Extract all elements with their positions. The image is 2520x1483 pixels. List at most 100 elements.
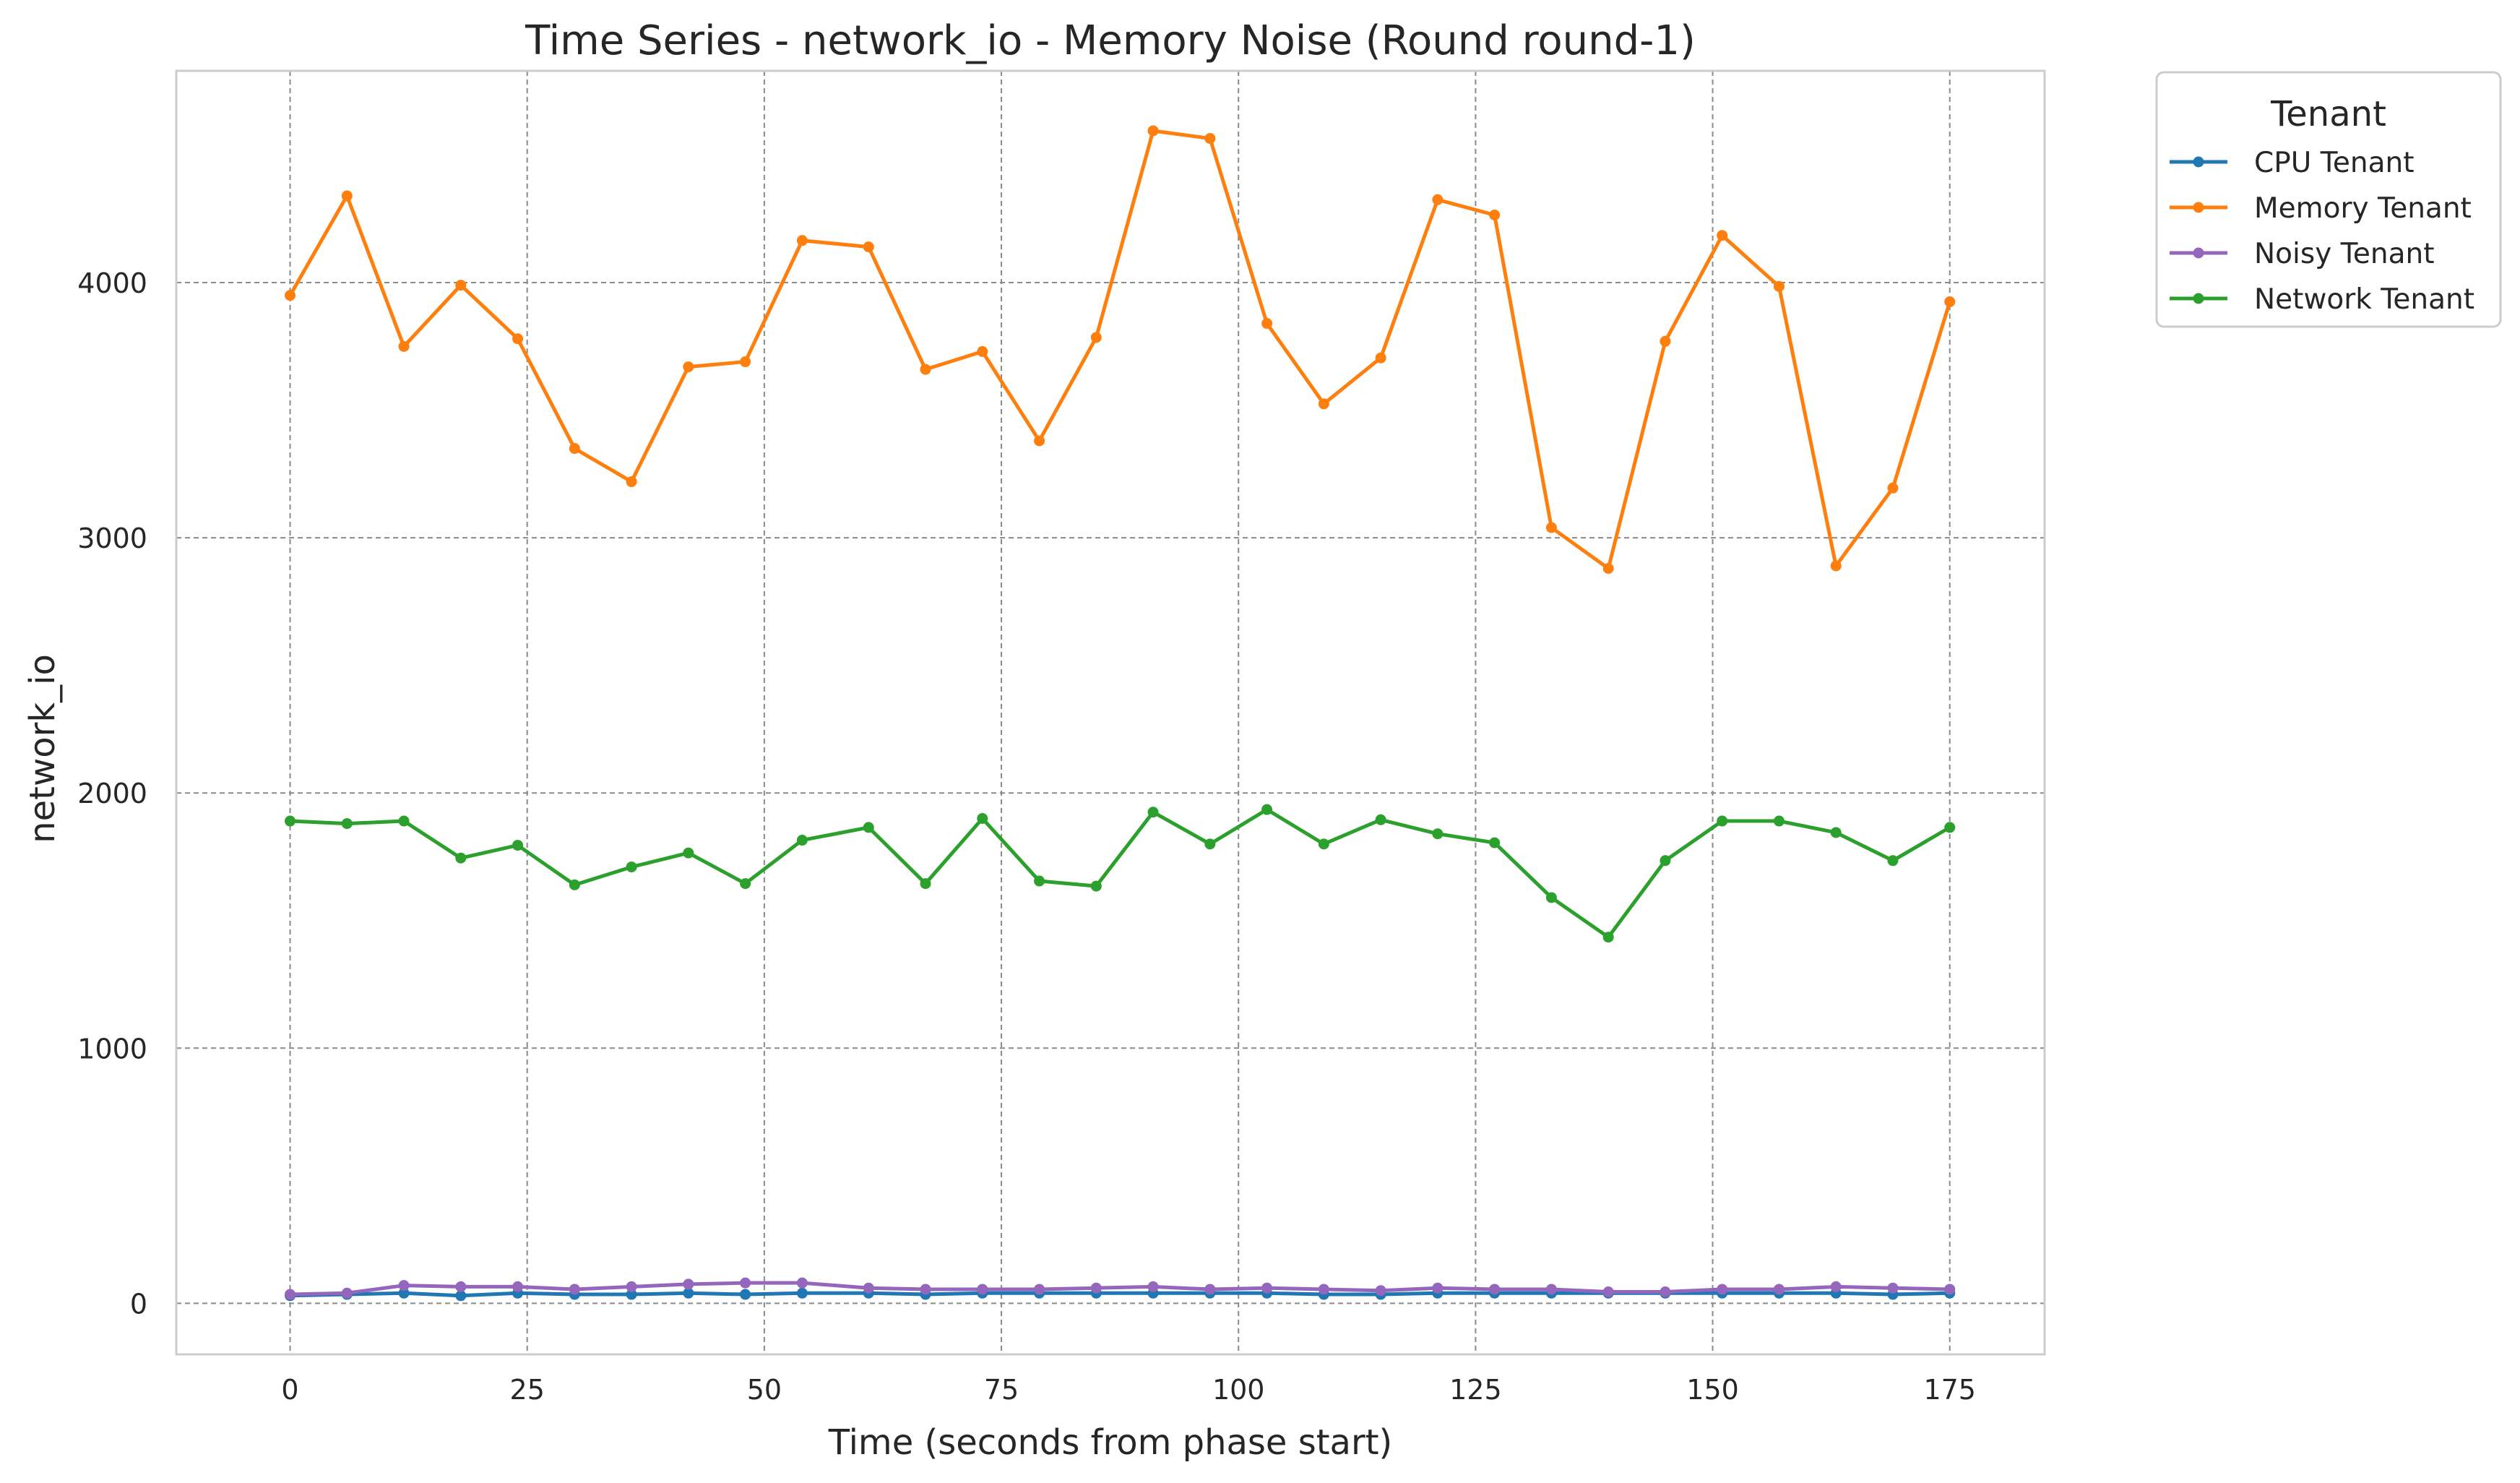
legend-entry-cpu-tenant: CPU Tenant xyxy=(2170,147,2415,179)
data-point-network-tenant xyxy=(341,818,353,830)
data-point-memory-tenant xyxy=(1204,133,1216,145)
data-point-noisy-tenant xyxy=(740,1277,751,1289)
data-point-noisy-tenant xyxy=(977,1284,988,1295)
plot-area-frame xyxy=(175,69,2046,1356)
data-point-memory-tenant xyxy=(1261,318,1273,330)
legend-entries: CPU Tenant Memory Tenant Noisy Tenant Netwo… xyxy=(2170,147,2474,316)
data-point-noisy-tenant xyxy=(1489,1284,1501,1295)
data-point-cpu-tenant xyxy=(455,1290,467,1302)
data-point-network-tenant xyxy=(1773,815,1785,827)
data-point-network-tenant xyxy=(920,878,931,890)
y-tick-label: 3000 xyxy=(77,523,147,554)
series-noisy-tenant xyxy=(285,1277,1956,1300)
series-line-noisy-tenant xyxy=(290,1281,1950,1297)
series-lines xyxy=(285,125,1956,1302)
data-point-network-tenant xyxy=(1261,804,1273,815)
data-point-network-tenant xyxy=(569,879,580,890)
data-point-memory-tenant xyxy=(1830,560,1842,572)
x-tick-label: 150 xyxy=(1686,1374,1739,1406)
data-point-noisy-tenant xyxy=(1375,1285,1386,1297)
data-point-noisy-tenant xyxy=(1261,1282,1273,1294)
data-point-noisy-tenant xyxy=(1204,1284,1216,1295)
y-axis-label: network_io xyxy=(22,654,63,843)
x-tick-label: 75 xyxy=(984,1374,1019,1406)
data-point-noisy-tenant xyxy=(1602,1286,1614,1297)
data-point-memory-tenant xyxy=(740,356,751,368)
data-point-network-tenant xyxy=(863,822,874,833)
data-point-memory-tenant xyxy=(398,340,410,352)
data-point-noisy-tenant xyxy=(1773,1284,1785,1295)
data-point-noisy-tenant xyxy=(1887,1282,1899,1294)
data-point-network-tenant xyxy=(1717,815,1728,827)
data-point-noisy-tenant xyxy=(569,1284,580,1295)
data-point-memory-tenant xyxy=(977,345,988,357)
data-point-network-tenant xyxy=(1944,822,1956,833)
legend-title: Tenant xyxy=(2270,94,2386,134)
data-point-noisy-tenant xyxy=(683,1278,694,1290)
data-point-memory-tenant xyxy=(863,241,874,253)
x-tick-label: 175 xyxy=(1923,1374,1976,1406)
data-point-memory-tenant xyxy=(285,290,296,301)
series-network-tenant xyxy=(285,804,1956,943)
data-point-network-tenant xyxy=(1432,828,1444,840)
legend-label: Memory Tenant xyxy=(2254,192,2472,225)
data-point-noisy-tenant xyxy=(1090,1282,1102,1294)
data-point-memory-tenant xyxy=(1944,296,1956,308)
data-point-noisy-tenant xyxy=(1717,1284,1728,1295)
data-point-memory-tenant xyxy=(683,361,694,373)
legend-marker xyxy=(2193,247,2204,259)
data-point-memory-tenant xyxy=(569,443,580,455)
data-point-noisy-tenant xyxy=(1660,1286,1671,1297)
data-point-network-tenant xyxy=(1602,932,1614,943)
legend: Tenant CPU Tenant Memory Tenant Noisy Tena… xyxy=(2155,71,2502,328)
data-point-noisy-tenant xyxy=(1318,1284,1329,1295)
x-tick-label: 50 xyxy=(747,1374,782,1406)
data-point-network-tenant xyxy=(1204,838,1216,850)
legend-box xyxy=(2155,71,2502,328)
legend-label: Network Tenant xyxy=(2254,283,2474,316)
data-point-memory-tenant xyxy=(1887,482,1899,494)
data-point-memory-tenant xyxy=(1545,522,1557,533)
x-tick-label: 100 xyxy=(1212,1374,1265,1406)
data-point-network-tenant xyxy=(1090,880,1102,892)
data-point-cpu-tenant xyxy=(626,1289,637,1300)
y-tick-label: 2000 xyxy=(77,778,147,809)
legend-entry-noisy-tenant: Noisy Tenant xyxy=(2170,238,2434,270)
data-point-memory-tenant xyxy=(1147,125,1159,137)
data-point-network-tenant xyxy=(626,861,637,873)
data-point-memory-tenant xyxy=(920,364,931,375)
series-memory-tenant xyxy=(285,125,1956,575)
data-point-noisy-tenant xyxy=(341,1287,353,1299)
series-line-network-tenant xyxy=(290,807,1951,940)
x-tick-label: 0 xyxy=(281,1374,298,1406)
legend-label: Noisy Tenant xyxy=(2254,238,2434,270)
data-point-network-tenant xyxy=(796,835,808,846)
data-point-noisy-tenant xyxy=(455,1281,467,1292)
data-point-cpu-tenant xyxy=(683,1287,694,1299)
legend-marker xyxy=(2193,293,2204,304)
data-point-memory-tenant xyxy=(1090,332,1102,343)
data-point-network-tenant xyxy=(1489,837,1501,848)
data-point-memory-tenant xyxy=(1432,194,1444,205)
data-point-network-tenant xyxy=(1887,855,1899,867)
data-point-network-tenant xyxy=(1545,892,1557,903)
data-point-noisy-tenant xyxy=(1545,1284,1557,1295)
legend-label: CPU Tenant xyxy=(2254,147,2415,179)
data-point-memory-tenant xyxy=(1489,209,1501,220)
data-point-noisy-tenant xyxy=(285,1289,296,1300)
data-point-noisy-tenant xyxy=(398,1280,410,1291)
data-point-network-tenant xyxy=(1318,838,1329,850)
data-point-memory-tenant xyxy=(626,476,637,487)
legend-entry-memory-tenant: Memory Tenant xyxy=(2170,192,2472,225)
data-point-memory-tenant xyxy=(796,235,808,246)
data-point-cpu-tenant xyxy=(398,1287,410,1299)
data-point-cpu-tenant xyxy=(740,1289,751,1300)
data-point-cpu-tenant xyxy=(796,1287,808,1299)
data-point-memory-tenant xyxy=(512,333,524,345)
data-point-network-tenant xyxy=(285,815,296,827)
x-axis-ticks: 0 25 50 75 100 125 150 175 xyxy=(281,1374,1976,1406)
x-axis-label: Time (seconds from phase start) xyxy=(828,1422,1393,1463)
data-point-noisy-tenant xyxy=(1830,1281,1842,1292)
data-point-memory-tenant xyxy=(1034,435,1045,447)
